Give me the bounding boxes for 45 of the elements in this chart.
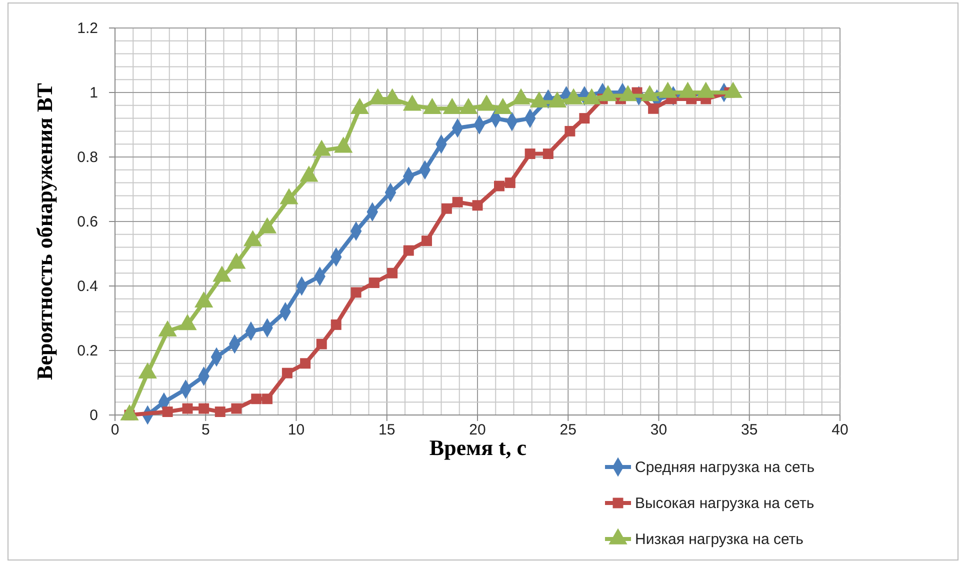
point bbox=[214, 406, 226, 418]
x-tick-label: 5 bbox=[201, 422, 210, 439]
point bbox=[441, 203, 452, 214]
point bbox=[564, 126, 576, 136]
y-tick-label: 0.6 bbox=[77, 213, 98, 230]
point bbox=[282, 368, 292, 378]
point bbox=[422, 236, 432, 246]
point bbox=[316, 338, 327, 350]
y-axis-title: Вероятность обнаружения ВТ bbox=[32, 82, 57, 380]
point bbox=[387, 268, 398, 278]
y-tick-label: 0.8 bbox=[77, 148, 98, 166]
x-tick-label: 10 bbox=[288, 422, 305, 439]
point bbox=[648, 103, 659, 114]
legend-label: Низкая нагрузка на сеть bbox=[635, 531, 804, 548]
point bbox=[504, 178, 516, 188]
point bbox=[262, 394, 272, 404]
point bbox=[350, 287, 362, 298]
point bbox=[182, 403, 193, 414]
y-tick-label: 0 bbox=[90, 406, 98, 424]
x-tick-label: 30 bbox=[650, 422, 668, 439]
point bbox=[330, 319, 342, 330]
point bbox=[579, 113, 590, 124]
point bbox=[368, 278, 380, 288]
x-tick-label: 40 bbox=[832, 422, 848, 439]
point bbox=[452, 196, 463, 208]
x-tick-label: 0 bbox=[110, 422, 120, 439]
point bbox=[403, 245, 414, 256]
point bbox=[162, 406, 173, 418]
point bbox=[231, 403, 242, 414]
point bbox=[251, 394, 262, 404]
y-tick-label: 1.2 bbox=[77, 20, 98, 37]
y-tick-label: 0.2 bbox=[77, 342, 98, 360]
y-tick-label: 1 bbox=[90, 84, 98, 102]
point bbox=[524, 148, 536, 160]
point bbox=[198, 403, 210, 414]
y-tick-label: 0.4 bbox=[77, 278, 98, 295]
legend-label: Средняя нагрузка на сеть bbox=[635, 459, 815, 476]
x-tick-label: 15 bbox=[378, 422, 396, 439]
point bbox=[494, 180, 504, 192]
x-tick-label: 35 bbox=[741, 422, 758, 439]
point bbox=[300, 358, 311, 369]
point bbox=[542, 148, 554, 160]
x-tick-label: 25 bbox=[560, 422, 576, 439]
legend-label: Высокая нагрузка на сеть bbox=[635, 495, 814, 512]
point bbox=[472, 200, 483, 211]
